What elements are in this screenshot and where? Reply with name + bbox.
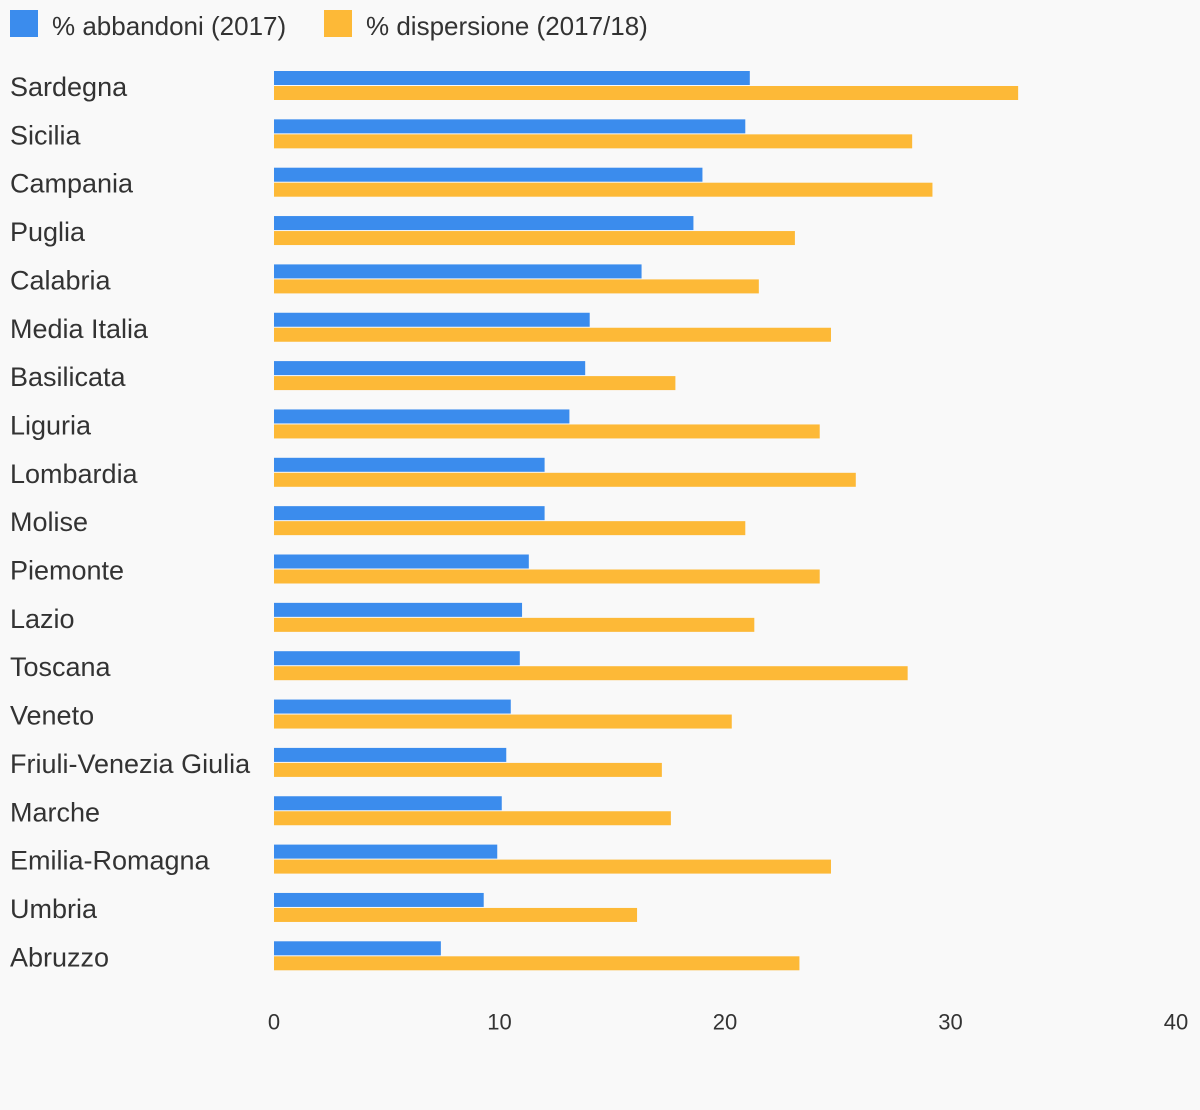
bar-abbandoni bbox=[274, 699, 511, 714]
bar-abbandoni bbox=[274, 796, 502, 811]
category-labels: Sardegna Sicilia Campania Puglia Calabria Med… bbox=[10, 72, 251, 972]
category-label: Abruzzo bbox=[10, 942, 109, 972]
bar-dispersione bbox=[274, 714, 732, 729]
category-label: Sicilia bbox=[10, 120, 82, 150]
bar-dispersione bbox=[274, 811, 671, 826]
bar-dispersione bbox=[274, 86, 1019, 100]
category-label: Friuli-Venezia Giulia bbox=[10, 749, 251, 779]
bar-dispersione bbox=[274, 956, 800, 971]
bar-abbandoni bbox=[274, 409, 570, 424]
category-label: Lazio bbox=[10, 604, 75, 634]
bar-dispersione bbox=[274, 569, 820, 584]
x-tick-label: 20 bbox=[713, 1010, 737, 1035]
bar-dispersione bbox=[274, 327, 831, 342]
category-label: Toscana bbox=[10, 652, 112, 682]
legend-swatch-abbandoni bbox=[10, 10, 38, 37]
bar-abbandoni bbox=[274, 361, 586, 376]
bar-abbandoni bbox=[274, 264, 642, 279]
category-label: Lombardia bbox=[10, 459, 139, 489]
bar-dispersione bbox=[274, 376, 676, 391]
category-label: Puglia bbox=[10, 217, 86, 247]
category-label: Marche bbox=[10, 797, 100, 827]
bar-abbandoni bbox=[274, 602, 523, 617]
x-tick-label: 10 bbox=[487, 1010, 511, 1035]
x-axis-ticks: 0 10 20 30 40 bbox=[268, 1010, 1188, 1035]
category-label: Calabria bbox=[10, 265, 112, 295]
bar-abbandoni bbox=[274, 892, 484, 907]
category-label: Sardegna bbox=[10, 72, 128, 102]
bar-abbandoni bbox=[274, 457, 545, 472]
bar-abbandoni bbox=[274, 941, 441, 956]
x-tick-label: 40 bbox=[1164, 1010, 1188, 1035]
bar-abbandoni bbox=[274, 167, 703, 182]
category-label: Basilicata bbox=[10, 362, 127, 392]
bar-dispersione bbox=[274, 231, 795, 246]
legend-label-abbandoni: % abbandoni (2017) bbox=[52, 11, 286, 41]
bar-dispersione bbox=[274, 666, 908, 681]
bar-dispersione bbox=[274, 182, 933, 197]
category-label: Media Italia bbox=[10, 314, 149, 344]
x-tick-label: 30 bbox=[938, 1010, 962, 1035]
bar-dispersione bbox=[274, 472, 856, 487]
legend-swatch-dispersione bbox=[324, 10, 352, 37]
bar-dispersione bbox=[274, 521, 746, 536]
legend: % abbandoni (2017) % dispersione (2017/1… bbox=[10, 10, 648, 41]
category-label: Veneto bbox=[10, 701, 94, 731]
category-label: Campania bbox=[10, 169, 134, 199]
category-label: Liguria bbox=[10, 410, 92, 440]
category-label: Umbria bbox=[10, 894, 98, 924]
bar-abbandoni bbox=[274, 506, 545, 521]
legend-label-dispersione: % dispersione (2017/18) bbox=[366, 11, 648, 41]
bar-abbandoni bbox=[274, 71, 750, 85]
category-label: Piemonte bbox=[10, 556, 124, 586]
bar-abbandoni bbox=[274, 554, 529, 569]
bar-dispersione bbox=[274, 907, 638, 922]
x-tick-label: 0 bbox=[268, 1010, 280, 1035]
bar-abbandoni bbox=[274, 119, 746, 134]
bar-abbandoni bbox=[274, 844, 498, 859]
bar-dispersione bbox=[274, 617, 755, 632]
bar-dispersione bbox=[274, 859, 831, 874]
bar-dispersione bbox=[274, 279, 759, 294]
bars bbox=[274, 71, 1019, 971]
category-label: Emilia-Romagna bbox=[10, 846, 211, 876]
bar-abbandoni bbox=[274, 216, 694, 231]
bar-dispersione bbox=[274, 762, 662, 777]
bar-dispersione bbox=[274, 424, 820, 439]
bar-abbandoni bbox=[274, 312, 590, 327]
category-label: Molise bbox=[10, 507, 88, 537]
bar-abbandoni bbox=[274, 747, 507, 762]
bar-abbandoni bbox=[274, 651, 520, 666]
bar-dispersione bbox=[274, 134, 913, 149]
